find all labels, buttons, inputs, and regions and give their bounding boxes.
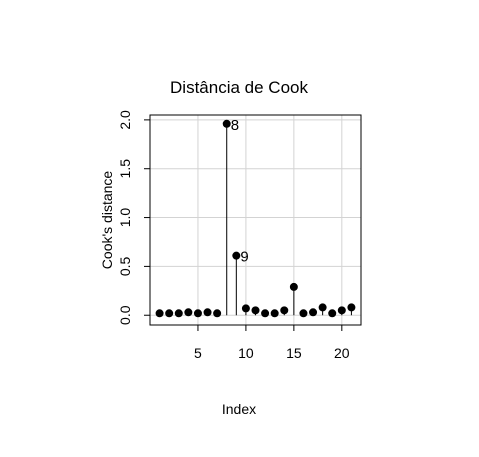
point-labels: 89 (231, 117, 249, 266)
y-tick-label: 1.5 (117, 159, 133, 179)
data-point (299, 309, 308, 318)
y-tick-label: 1.0 (117, 208, 133, 228)
data-point (174, 309, 183, 318)
data-point (241, 304, 250, 313)
chart-title: Distância de Cook (170, 78, 308, 97)
data-point (213, 309, 222, 318)
y-axis: 0.0 0.5 1.0 1.5 2.0 (117, 110, 150, 325)
data-point (328, 309, 337, 318)
point-label: 9 (240, 249, 248, 266)
data-point (347, 303, 356, 312)
data-point (165, 309, 174, 318)
data-point (280, 306, 289, 315)
data-point (184, 308, 193, 317)
data-point (309, 308, 318, 317)
points (155, 119, 356, 318)
point-label: 8 (231, 117, 239, 134)
y-tick-label: 0.5 (117, 256, 133, 276)
data-point (232, 251, 241, 260)
y-axis-label: Cook's distance (99, 171, 115, 270)
x-tick-label: 5 (194, 345, 202, 361)
x-tick-label: 15 (286, 345, 302, 361)
plot-frame (149, 114, 362, 326)
y-tick-label: 2.0 (117, 110, 133, 130)
x-tick-label: 20 (334, 345, 350, 361)
grid (150, 115, 361, 325)
data-point (155, 309, 164, 318)
data-point (261, 309, 270, 318)
y-tick-label: 0.0 (117, 305, 133, 325)
data-point (222, 119, 231, 128)
data-point (251, 306, 260, 315)
data-point (337, 306, 346, 315)
x-axis: 5 10 15 20 (194, 325, 350, 361)
data-point (270, 309, 279, 318)
x-axis-label: Index (222, 401, 256, 417)
data-point (289, 282, 298, 291)
x-tick-label: 10 (238, 345, 254, 361)
data-point (193, 309, 202, 318)
stems (159, 123, 352, 316)
data-point (318, 303, 327, 312)
data-point (203, 308, 212, 317)
